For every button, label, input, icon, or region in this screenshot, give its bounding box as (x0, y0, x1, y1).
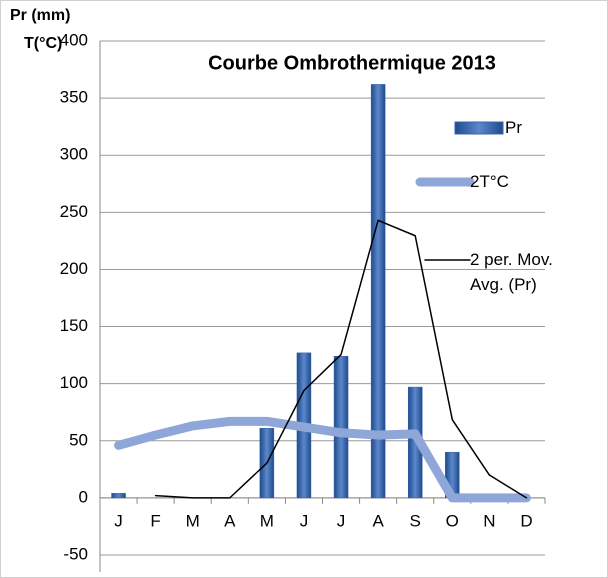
x-tick-label: J (300, 511, 309, 530)
y-tick-label: 100 (60, 373, 88, 392)
x-tick-label: A (372, 511, 384, 530)
y-tick-label: 300 (60, 145, 88, 164)
y-tick-label: -50 (63, 544, 88, 563)
legend-label: 2T°C (470, 172, 509, 191)
bar (370, 84, 386, 499)
y-tick-label: 250 (60, 202, 88, 221)
x-tick-label: S (410, 511, 421, 530)
line (114, 416, 531, 503)
line (154, 219, 528, 499)
x-tick-label: D (520, 511, 532, 530)
bar (333, 356, 349, 499)
x-tick-label: J (114, 511, 123, 530)
chart-title: Courbe Ombrothermique 2013 (208, 52, 496, 74)
legend-item: 2 per. Mov. Avg. (Pr) (470, 250, 553, 294)
x-tick-label: M (186, 511, 200, 530)
x-tick-label: O (446, 511, 459, 530)
legend-label: Pr (505, 118, 522, 137)
y-tick-label: 350 (60, 88, 88, 107)
bar (111, 493, 126, 499)
legend-swatch (454, 121, 504, 135)
y-axis-label: Pr (mm) (10, 7, 70, 24)
x-tick-label: A (224, 511, 236, 530)
legend-item: Pr (505, 118, 522, 137)
y-axis-label: T(°C) (24, 35, 62, 52)
x-tick-label: J (337, 511, 346, 530)
x-tick-label: M (260, 511, 274, 530)
y-tick-label: 0 (79, 487, 88, 506)
legend-item: 2T°C (470, 172, 509, 191)
y-tick-label: 150 (60, 316, 88, 335)
x-tick-label: N (483, 511, 495, 530)
legend-label: 2 per. Mov. Avg. (Pr) (470, 250, 553, 294)
y-tick-label: 200 (60, 259, 88, 278)
x-tick-label: F (150, 511, 160, 530)
y-tick-label: 400 (60, 30, 88, 49)
y-tick-label: 50 (69, 430, 88, 449)
